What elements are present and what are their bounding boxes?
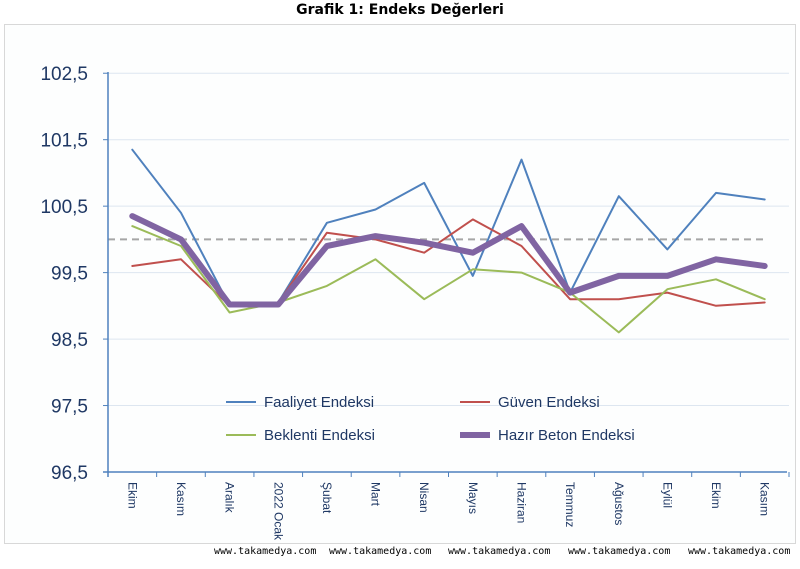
chart-title: Grafik 1: Endeks Değerleri <box>296 2 504 18</box>
series-line-1 <box>131 148 766 307</box>
watermark-text: www.takamedya.com <box>448 546 551 557</box>
y-tick-label: 97,5 <box>51 397 88 418</box>
watermark-text: www.takamedya.com <box>214 546 317 557</box>
y-tick-label: 102,5 <box>40 64 88 85</box>
series-line-4 <box>129 213 768 308</box>
chart-frame <box>4 24 796 544</box>
y-tick-labels: 96,5 97,5 98,5 99,5 100,5 101,5 102,5 <box>40 64 88 484</box>
watermark-text: www.takamedya.com <box>688 546 791 557</box>
x-tick-label: Ekim <box>125 482 139 509</box>
legend-label: Hazır Beton Endeksi <box>498 427 635 444</box>
x-tick-label: Mart <box>369 482 383 507</box>
y-tick-label: 100,5 <box>40 197 88 218</box>
x-tick-label: Temmuz <box>563 482 577 527</box>
y-tick-label: 96,5 <box>51 463 88 484</box>
x-tick-label: Nisan <box>417 482 431 513</box>
legend-label: Güven Endeksi <box>498 394 600 411</box>
legend: Faaliyet Endeksi Güven Endeksi Beklenti En… <box>226 394 635 444</box>
axes <box>103 72 790 477</box>
series-line-3 <box>131 225 766 334</box>
x-tick-label: Mayıs <box>466 482 480 514</box>
x-tick-label: Haziran <box>514 482 528 523</box>
series-line-2 <box>131 218 766 307</box>
x-tick-label: Kasım <box>174 482 188 516</box>
legend-label: Beklenti Endeksi <box>264 427 375 444</box>
x-tick-label: Eylül <box>660 482 674 508</box>
x-tick-label: Ağustos <box>612 482 626 525</box>
y-tick-label: 101,5 <box>40 131 88 152</box>
x-tick-label: 2022 Ocak <box>271 482 285 541</box>
watermark-text: www.takamedya.com <box>568 546 671 557</box>
watermark-text: www.takamedya.com <box>329 546 432 557</box>
x-tick-labels: Ekim Kasım Aralık 2022 Ocak Şubat Mart Nisan Ma… <box>125 482 771 541</box>
x-tick-label: Ekim <box>709 482 723 509</box>
y-tick-label: 98,5 <box>51 330 88 351</box>
y-tick-label: 99,5 <box>51 264 88 285</box>
x-tick-label: Kasım <box>758 482 772 516</box>
x-tick-label: Aralık <box>223 482 237 514</box>
x-tick-label: Şubat <box>320 482 334 514</box>
series-lines <box>129 148 768 334</box>
legend-label: Faaliyet Endeksi <box>264 394 374 411</box>
